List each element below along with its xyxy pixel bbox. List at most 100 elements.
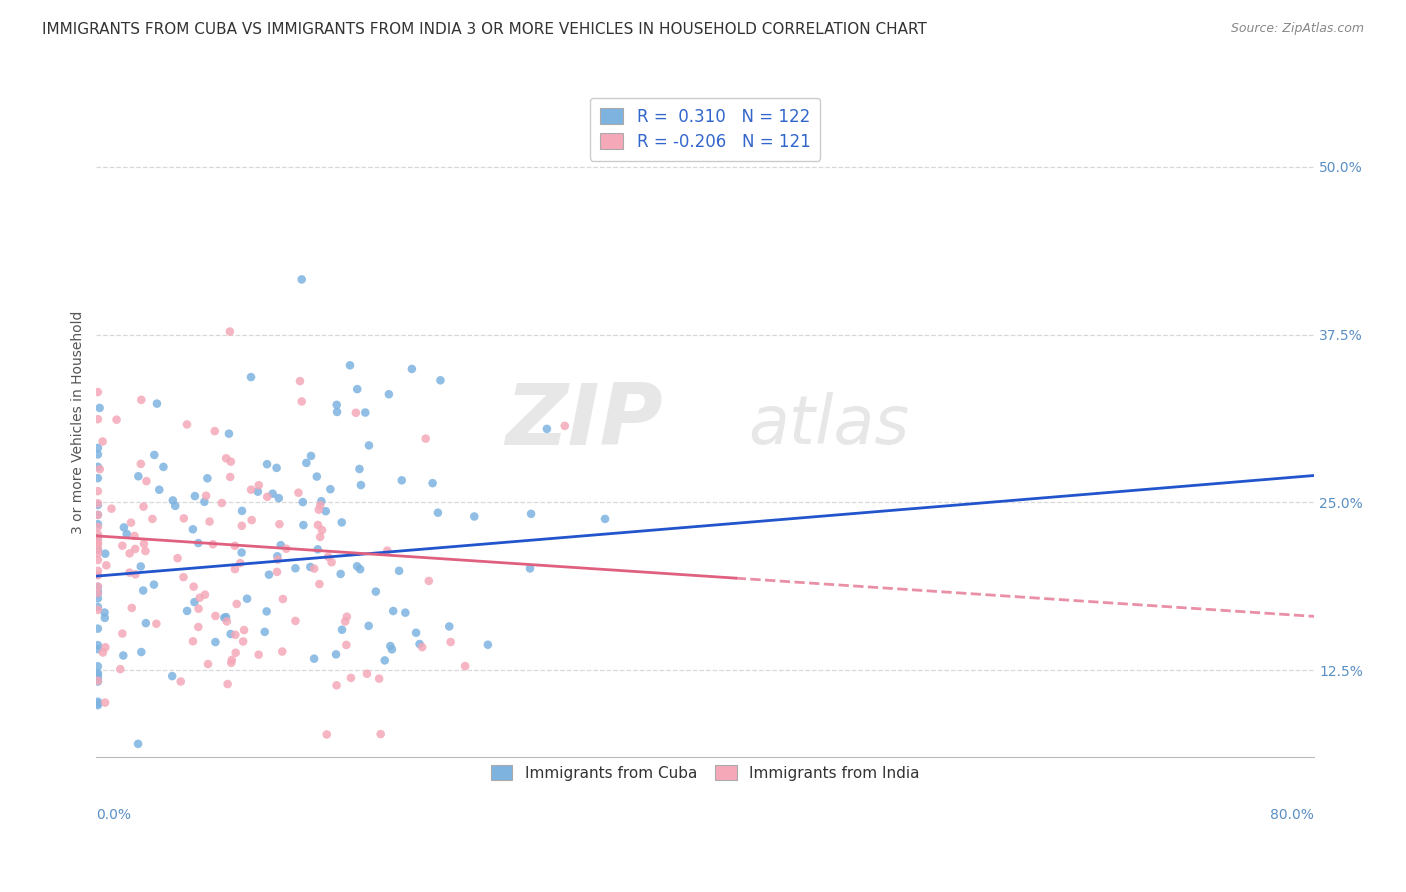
- Point: [229, 556, 252, 570]
- Point: [87, 553, 110, 567]
- Point: [162, 493, 184, 508]
- Point: [87, 698, 110, 713]
- Point: [440, 635, 463, 649]
- Point: [240, 513, 263, 527]
- Point: [357, 619, 380, 633]
- Point: [87, 447, 110, 461]
- Point: [87, 496, 110, 510]
- Point: [87, 642, 110, 657]
- Point: [219, 656, 242, 670]
- Point: [188, 591, 211, 605]
- Text: atlas: atlas: [748, 392, 910, 458]
- Point: [118, 566, 141, 580]
- Point: [181, 634, 204, 648]
- Point: [111, 539, 134, 553]
- Point: [299, 560, 322, 574]
- Point: [132, 537, 155, 551]
- Point: [181, 522, 204, 536]
- Point: [339, 359, 361, 373]
- Point: [91, 645, 114, 659]
- Point: [120, 516, 142, 530]
- Point: [335, 615, 357, 629]
- Point: [253, 624, 276, 639]
- Point: [231, 545, 253, 559]
- Point: [87, 673, 110, 688]
- Point: [183, 580, 205, 594]
- Point: [201, 537, 224, 551]
- Point: [247, 478, 270, 492]
- Point: [219, 627, 242, 641]
- Point: [291, 394, 314, 409]
- Point: [257, 567, 280, 582]
- Point: [520, 507, 543, 521]
- Point: [426, 506, 449, 520]
- Point: [256, 490, 278, 504]
- Point: [87, 586, 110, 600]
- Point: [111, 626, 134, 640]
- Point: [146, 396, 169, 410]
- Point: [87, 672, 110, 686]
- Point: [381, 642, 404, 657]
- Point: [231, 518, 253, 533]
- Point: [217, 677, 239, 691]
- Point: [405, 625, 427, 640]
- Point: [198, 515, 221, 529]
- Point: [87, 674, 110, 689]
- Point: [112, 648, 135, 663]
- Point: [382, 604, 405, 618]
- Point: [94, 547, 117, 561]
- Point: [87, 531, 110, 545]
- Point: [87, 498, 110, 512]
- Point: [215, 451, 238, 466]
- Point: [135, 616, 157, 631]
- Point: [115, 527, 138, 541]
- Point: [94, 696, 117, 710]
- Point: [187, 620, 209, 634]
- Point: [411, 640, 433, 655]
- Point: [183, 595, 205, 609]
- Point: [519, 561, 541, 575]
- Point: [160, 669, 183, 683]
- Point: [284, 614, 307, 628]
- Point: [87, 508, 110, 522]
- Point: [302, 561, 325, 575]
- Point: [87, 564, 110, 578]
- Point: [87, 520, 110, 534]
- Point: [87, 546, 110, 560]
- Point: [295, 456, 318, 470]
- Point: [231, 504, 253, 518]
- Point: [129, 559, 152, 574]
- Point: [91, 434, 114, 449]
- Point: [299, 449, 322, 463]
- Point: [308, 577, 330, 591]
- Point: [87, 385, 110, 400]
- Legend: Immigrants from Cuba, Immigrants from India: Immigrants from Cuba, Immigrants from In…: [482, 756, 928, 790]
- Point: [87, 603, 110, 617]
- Point: [100, 501, 122, 516]
- Point: [197, 657, 219, 671]
- Point: [267, 491, 290, 505]
- Point: [401, 362, 423, 376]
- Point: [87, 471, 110, 485]
- Point: [87, 542, 110, 557]
- Point: [218, 325, 240, 339]
- Point: [166, 551, 188, 566]
- Point: [271, 592, 294, 607]
- Point: [89, 462, 111, 476]
- Point: [593, 512, 616, 526]
- Point: [141, 512, 163, 526]
- Point: [415, 432, 437, 446]
- Point: [87, 697, 110, 711]
- Point: [193, 495, 215, 509]
- Point: [270, 538, 292, 552]
- Point: [329, 566, 352, 581]
- Point: [87, 580, 110, 594]
- Point: [357, 438, 380, 452]
- Point: [346, 382, 368, 396]
- Point: [124, 567, 146, 582]
- Point: [87, 541, 110, 556]
- Point: [87, 536, 110, 550]
- Point: [326, 398, 349, 412]
- Point: [232, 634, 254, 648]
- Point: [165, 499, 187, 513]
